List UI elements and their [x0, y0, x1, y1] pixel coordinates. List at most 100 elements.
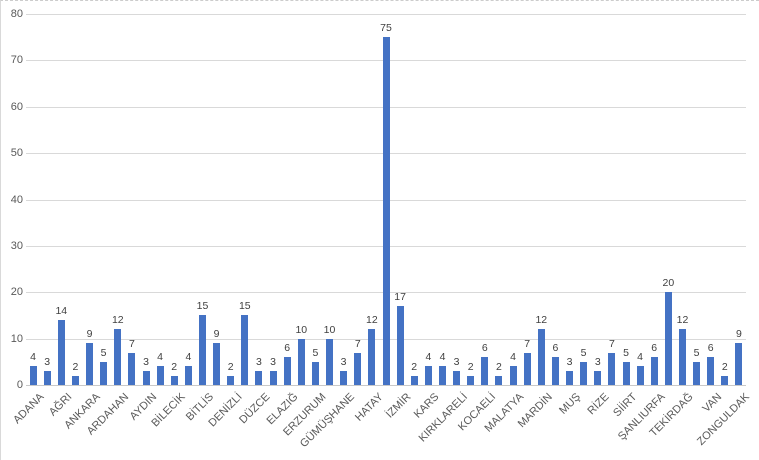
bar [311, 361, 319, 385]
bar-value-label: 5 [693, 346, 700, 359]
category-label: İZMİR [383, 391, 414, 421]
x-axis-line [26, 385, 746, 386]
bar-value-label: 15 [196, 300, 209, 313]
bar-value-label: 10 [295, 323, 308, 336]
bar [396, 306, 404, 385]
bar [453, 371, 461, 385]
bar [114, 329, 122, 386]
bar [283, 357, 291, 385]
bar-value-label: 5 [580, 346, 587, 359]
bar-value-label: 2 [467, 360, 474, 373]
bar [664, 292, 672, 386]
y-axis-tick-label: 50 [10, 147, 23, 160]
bar [608, 352, 616, 385]
bar-value-label: 12 [111, 314, 124, 327]
bar [537, 329, 545, 386]
bar-value-label: 6 [552, 342, 559, 355]
bar [241, 315, 249, 385]
bar-value-label: 9 [86, 328, 93, 341]
bar [650, 357, 658, 385]
bar-value-label: 2 [411, 360, 418, 373]
bar-value-label: 7 [524, 337, 531, 350]
bar [509, 366, 517, 385]
bar-value-label: 3 [255, 356, 262, 369]
bar-value-label: 15 [238, 300, 251, 313]
category-label: RİZE [585, 391, 612, 418]
bar [439, 366, 446, 385]
bar [86, 343, 93, 385]
bar [213, 343, 221, 385]
bar-value-label: 4 [637, 351, 644, 364]
bar-value-label: 12 [366, 314, 378, 327]
bar-value-label: 5 [312, 346, 319, 359]
bar [424, 366, 432, 385]
bar-value-label: 2 [72, 360, 79, 373]
y-axis-tick-label: 10 [10, 332, 23, 345]
bar [566, 371, 573, 385]
bar-value-label: 7 [608, 337, 615, 350]
bar [594, 371, 602, 385]
y-axis-tick-label: 20 [10, 286, 23, 299]
bar [693, 361, 701, 385]
bar [410, 375, 418, 385]
bar-value-label: 3 [453, 356, 460, 369]
bar-value-label: 2 [227, 360, 234, 373]
bar-value-label: 3 [566, 356, 573, 369]
category-label: MUŞ [557, 391, 583, 417]
y-axis-tick-label: 40 [10, 193, 23, 206]
bar-value-label: 4 [30, 351, 37, 364]
bar [43, 371, 51, 385]
bar-value-label: 4 [425, 351, 432, 364]
bar-value-label: 2 [495, 360, 502, 373]
bar-value-label: 17 [394, 291, 406, 304]
y-axis-tick-label: 80 [10, 8, 23, 20]
bar-value-label: 3 [594, 356, 601, 369]
bar [184, 366, 192, 385]
bar-value-label: 5 [100, 346, 107, 359]
bar [622, 361, 630, 385]
bar [29, 366, 37, 385]
bar-value-label: 3 [143, 356, 149, 369]
bar-value-label: 4 [510, 351, 517, 364]
bar-value-label: 6 [284, 342, 291, 355]
bar-value-label: 3 [270, 356, 277, 369]
bar-value-label: 4 [157, 351, 164, 364]
category-label: HATAY [352, 391, 386, 424]
bar-value-label: 4 [185, 351, 192, 364]
bar [679, 329, 686, 386]
bar [580, 361, 588, 385]
bar-value-label: 3 [44, 356, 51, 369]
bar [71, 375, 79, 385]
bar-value-label: 2 [721, 360, 728, 373]
bar [481, 357, 489, 385]
bar [100, 361, 108, 385]
bar-value-label: 4 [439, 351, 446, 364]
bar-value-label: 9 [735, 328, 742, 341]
bar-value-label: 6 [651, 342, 658, 355]
bar [170, 375, 178, 385]
bar [340, 371, 348, 385]
bar-value-label: 20 [662, 277, 675, 290]
bar [707, 357, 715, 385]
bar-value-label: 6 [707, 342, 714, 355]
bar-value-label: 12 [535, 314, 548, 327]
category-label: ADANA [11, 391, 47, 427]
bar [523, 352, 531, 385]
bar-value-label: 10 [323, 323, 336, 336]
bar-value-label: 5 [623, 346, 629, 359]
bar [227, 375, 235, 385]
bar [326, 338, 333, 385]
bar-value-label: 9 [213, 328, 220, 341]
bar [297, 338, 305, 385]
bar-value-label: 3 [340, 356, 347, 369]
bar [495, 375, 503, 385]
bar [128, 352, 136, 385]
bar [142, 371, 150, 385]
gridline [26, 14, 746, 15]
y-axis-tick-label: 60 [10, 100, 23, 113]
bar [636, 366, 644, 385]
bar [199, 315, 206, 385]
category-label: VAN [700, 391, 725, 415]
